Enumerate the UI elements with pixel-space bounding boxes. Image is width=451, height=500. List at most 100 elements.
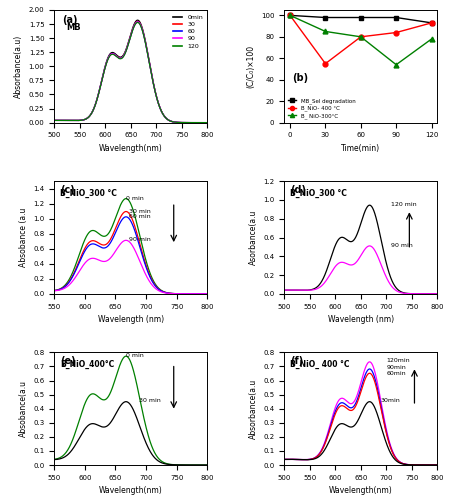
- 90: [91, 106, 96, 112]
- 30: [135, 18, 140, 24]
- 0min: [78, 117, 84, 123]
- Text: 90 min: 90 min: [129, 238, 151, 242]
- 120: [51, 118, 57, 124]
- 60: [135, 19, 140, 25]
- Y-axis label: (C/C₀)×100: (C/C₀)×100: [246, 44, 255, 88]
- Text: 30min: 30min: [380, 398, 400, 402]
- Text: (e): (e): [60, 356, 76, 366]
- 0min: [205, 120, 210, 126]
- X-axis label: Wavelength(nm): Wavelength(nm): [329, 486, 393, 496]
- Line: 0min: 0min: [54, 20, 207, 122]
- Line: B_NiO- 400 °C: B_NiO- 400 °C: [288, 13, 434, 66]
- B_NiO- 400 °C: [358, 34, 364, 40]
- Legend: MB_Sel degradation, B_NiO- 400 °C, B_ NiO-300°C: MB_Sel degradation, B_NiO- 400 °C, B_ Ni…: [287, 97, 357, 120]
- Text: 60min: 60min: [387, 371, 406, 376]
- Text: B_NiO_400°C: B_NiO_400°C: [60, 360, 115, 369]
- 120: [91, 106, 96, 112]
- 30: [78, 118, 84, 124]
- Y-axis label: Absobance (a.u: Absobance (a.u: [18, 208, 28, 267]
- Text: B_NiO_300 °C: B_NiO_300 °C: [60, 189, 117, 198]
- 90: [142, 36, 147, 43]
- Text: B_NiO_300 °C: B_NiO_300 °C: [290, 189, 347, 198]
- B_ NiO-300°C: [287, 12, 293, 18]
- B_NiO- 400 °C: [287, 12, 293, 18]
- X-axis label: Wavelength(nm): Wavelength(nm): [99, 486, 163, 496]
- 60: [78, 118, 84, 124]
- MB_Sel degradation: [393, 14, 399, 20]
- X-axis label: Wavelength (nm): Wavelength (nm): [328, 315, 394, 324]
- 120: [135, 20, 140, 26]
- B_ NiO-300°C: [429, 36, 434, 42]
- 90: [78, 118, 84, 124]
- Text: (c): (c): [60, 184, 75, 194]
- Text: 60 min: 60 min: [129, 214, 151, 219]
- MB_Sel degradation: [323, 14, 328, 20]
- MB_Sel degradation: [287, 12, 293, 18]
- MB_Sel degradation: [358, 14, 364, 20]
- X-axis label: Wavelength(nm): Wavelength(nm): [99, 144, 163, 153]
- 30: [91, 106, 96, 112]
- Text: (a): (a): [62, 14, 77, 24]
- Y-axis label: Absorbance(a.u): Absorbance(a.u): [14, 34, 23, 98]
- 120: [205, 120, 210, 126]
- Text: (b): (b): [292, 73, 308, 83]
- 0min: [51, 118, 57, 124]
- 30: [205, 120, 210, 126]
- 0min: [142, 35, 147, 41]
- Text: (f): (f): [290, 356, 304, 366]
- 0min: [154, 94, 160, 100]
- B_ NiO-300°C: [323, 28, 328, 34]
- Y-axis label: Absorbance(a.u: Absorbance(a.u: [249, 378, 258, 439]
- 120: [142, 36, 147, 43]
- 90: [167, 118, 173, 124]
- 60: [167, 118, 173, 124]
- MB_Sel degradation: [429, 20, 434, 26]
- 90: [154, 95, 160, 101]
- B_ NiO-300°C: [358, 34, 364, 40]
- 30: [121, 53, 126, 59]
- Line: 120: 120: [54, 22, 207, 122]
- 60: [205, 120, 210, 126]
- Line: 90: 90: [54, 22, 207, 122]
- 0min: [167, 118, 173, 124]
- Text: 30 min: 30 min: [139, 398, 161, 402]
- 30: [51, 118, 57, 124]
- Line: 30: 30: [54, 22, 207, 122]
- 60: [121, 53, 126, 59]
- Text: 0 min: 0 min: [126, 352, 144, 358]
- 90: [205, 120, 210, 126]
- 120: [121, 54, 126, 60]
- 30: [142, 36, 147, 42]
- 0min: [135, 17, 140, 23]
- Text: 30 min: 30 min: [129, 208, 151, 214]
- Line: B_ NiO-300°C: B_ NiO-300°C: [288, 13, 434, 67]
- 0min: [121, 52, 126, 58]
- 60: [91, 106, 96, 112]
- 90: [51, 118, 57, 124]
- 60: [142, 36, 147, 43]
- B_ NiO-300°C: [393, 62, 399, 68]
- 30: [167, 118, 173, 124]
- 120: [154, 95, 160, 101]
- Text: MB: MB: [66, 24, 81, 32]
- Text: 90 min: 90 min: [391, 242, 413, 248]
- 90: [121, 53, 126, 59]
- Text: 120 min: 120 min: [391, 202, 417, 207]
- Text: 0 min: 0 min: [126, 196, 144, 201]
- B_NiO- 400 °C: [429, 20, 434, 26]
- 90: [135, 19, 140, 25]
- 0min: [91, 106, 96, 112]
- X-axis label: Wavelength (nm): Wavelength (nm): [98, 315, 164, 324]
- 30: [154, 95, 160, 101]
- Text: 120min: 120min: [387, 358, 410, 364]
- X-axis label: Time(min): Time(min): [341, 144, 380, 153]
- B_NiO- 400 °C: [393, 30, 399, 36]
- 60: [154, 95, 160, 101]
- Text: (d): (d): [290, 184, 306, 194]
- Y-axis label: Asorbance(a.u: Asorbance(a.u: [249, 210, 258, 265]
- 120: [167, 118, 173, 124]
- Y-axis label: Absobance(a.u: Absobance(a.u: [18, 380, 28, 437]
- Legend: 0min, 30, 60, 90, 120: 0min, 30, 60, 90, 120: [172, 13, 204, 50]
- 120: [78, 118, 84, 124]
- Line: 60: 60: [54, 22, 207, 122]
